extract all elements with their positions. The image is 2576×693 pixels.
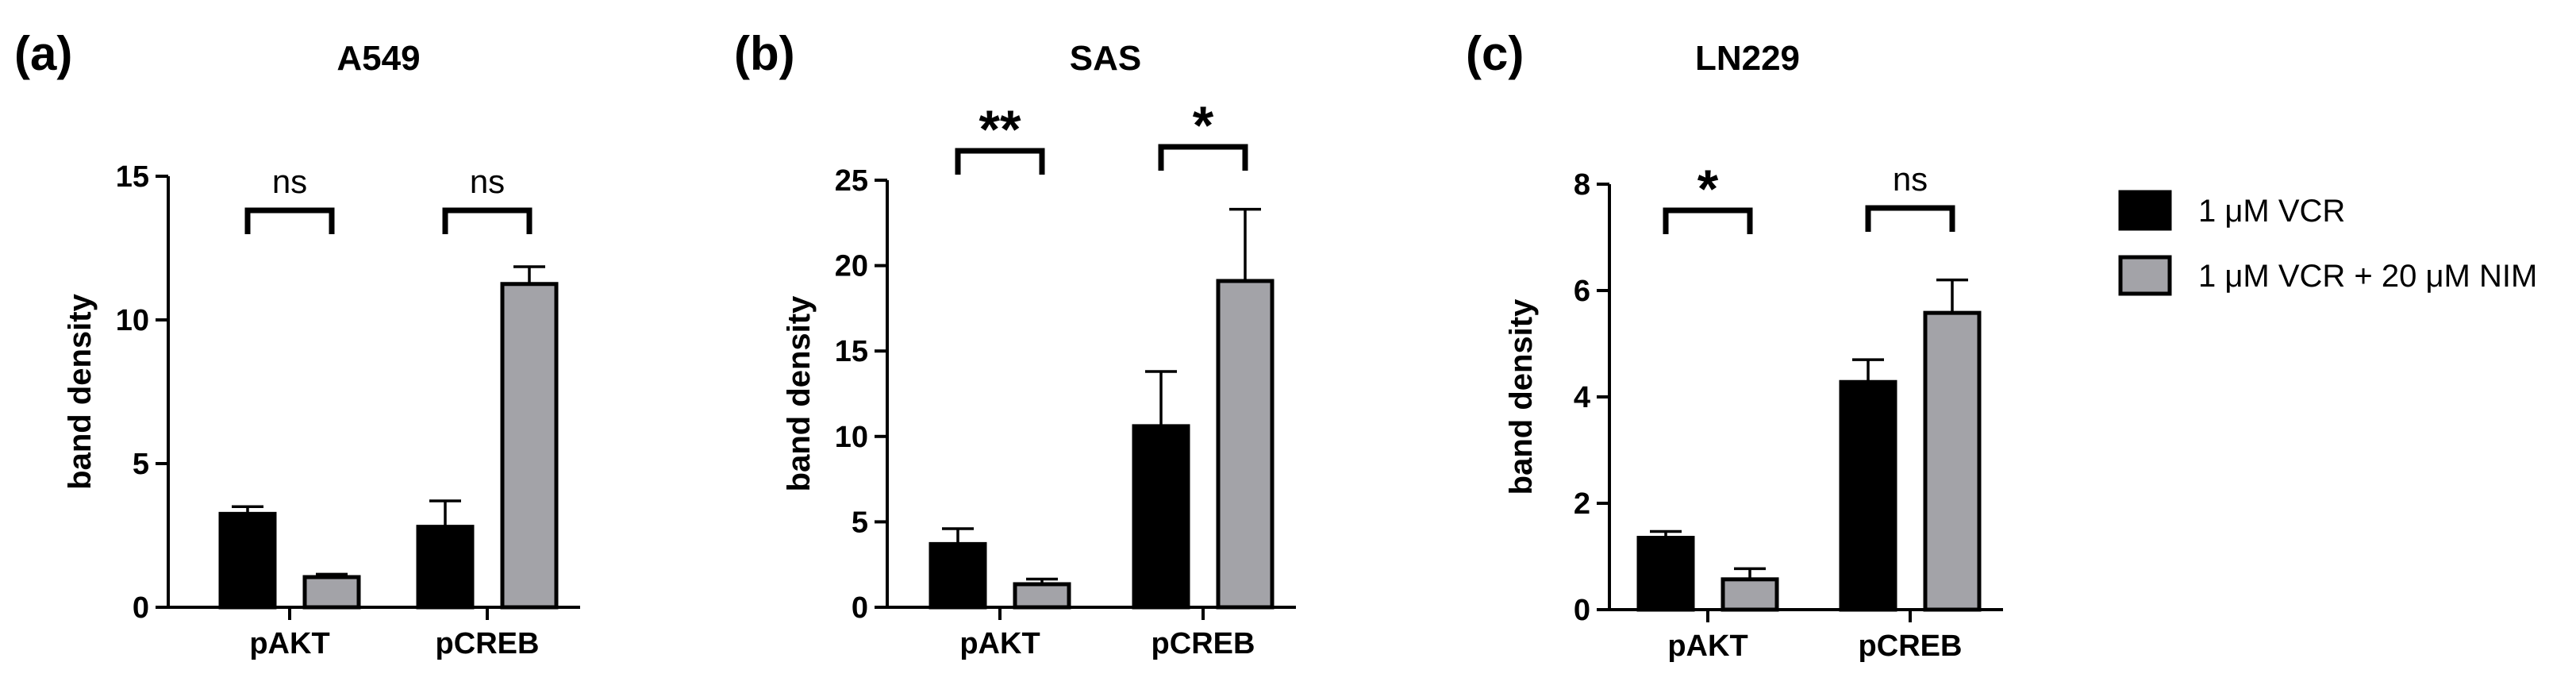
chart-panel-a549: (a) A549 0 5 10 15 band density pAKT ns pCREB ns [14, 27, 580, 660]
y-tick-label: 25 [835, 164, 868, 198]
legend: 1 μM VCR 1 μM VCR + 20 μM NIM [2118, 190, 2537, 296]
bar-pcreb-series-1 [1839, 379, 1897, 612]
legend-label-2: 1 μM VCR + 20 μM NIM [2198, 259, 2537, 294]
x-tick-label: pCREB [1152, 627, 1255, 660]
significance-label: * [1193, 95, 1214, 156]
x-tick-label: pAKT [1667, 629, 1747, 663]
chart-title: LN229 [1695, 39, 1800, 78]
y-axis-label: band density [63, 293, 98, 489]
x-tick-label: pAKT [959, 627, 1040, 660]
y-tick-label: 4 [1574, 381, 1590, 414]
significance-label: ns [470, 163, 505, 200]
y-tick-label: 15 [116, 160, 149, 194]
bar-pakt-series-1 [1636, 536, 1695, 612]
x-tick-label: pCREB [1859, 629, 1963, 663]
legend-swatch-2 [2118, 255, 2172, 296]
y-axis-label: band density [782, 295, 817, 491]
x-tick-label: pCREB [436, 627, 540, 660]
bar-pakt-series-1 [218, 511, 277, 610]
y-tick-label: 10 [116, 304, 149, 337]
y-tick-label: 0 [133, 591, 149, 625]
bar-pcreb-series-1 [416, 525, 475, 610]
significance-label: ns [272, 163, 307, 200]
significance-label: ns [1893, 160, 1928, 198]
bar-pcreb-series-2 [1923, 310, 1982, 612]
legend-swatch-1 [2118, 190, 2172, 231]
panel-label: (a) [14, 27, 72, 80]
bar-pakt-series-2 [302, 575, 361, 610]
panel-label: (c) [1466, 27, 1524, 80]
chart-panels: (a) A549 0 5 10 15 band density pAKT ns pCREB ns (b… [14, 27, 2003, 663]
bar-pakt-series-2 [1721, 577, 1779, 612]
y-tick-label: 15 [835, 335, 868, 368]
y-tick-label: 0 [1574, 594, 1590, 627]
chart-title: A549 [336, 39, 420, 78]
y-axis-label: band density [1504, 298, 1539, 495]
significance-bracket [955, 148, 1045, 175]
bar-pakt-series-1 [929, 541, 987, 610]
y-tick-label: 5 [852, 506, 868, 539]
significance-bracket [1865, 205, 1955, 232]
bar-pcreb-series-2 [500, 282, 559, 610]
y-tick-label: 6 [1574, 275, 1590, 308]
y-tick-label: 20 [835, 250, 868, 283]
bar-pcreb-series-2 [1216, 279, 1275, 610]
chart-title: SAS [1070, 39, 1141, 78]
x-tick-label: pAKT [249, 627, 329, 660]
significance-bracket [1158, 144, 1248, 171]
significance-label: * [1697, 159, 1719, 219]
y-tick-label: 10 [835, 421, 868, 454]
y-tick-label: 8 [1574, 168, 1590, 202]
significance-bracket [442, 207, 533, 234]
y-tick-label: 0 [852, 591, 868, 625]
bar-pakt-series-2 [1013, 582, 1071, 610]
panel-label: (b) [734, 27, 795, 80]
bar-pcreb-series-1 [1132, 424, 1190, 610]
significance-label: ** [979, 99, 1021, 160]
chart-panel-ln229: (c) LN229 0 2 4 6 8 band density pAKT * pCREB ns [1466, 27, 2003, 663]
chart-panel-sas: (b) SAS 0 5 10 15 20 25 band density pAKT ** pCREB * [734, 27, 1296, 660]
significance-bracket [244, 207, 335, 234]
legend-label-1: 1 μM VCR [2198, 194, 2345, 229]
y-tick-label: 2 [1574, 487, 1590, 521]
y-tick-label: 5 [133, 448, 149, 481]
significance-bracket [1663, 207, 1753, 234]
